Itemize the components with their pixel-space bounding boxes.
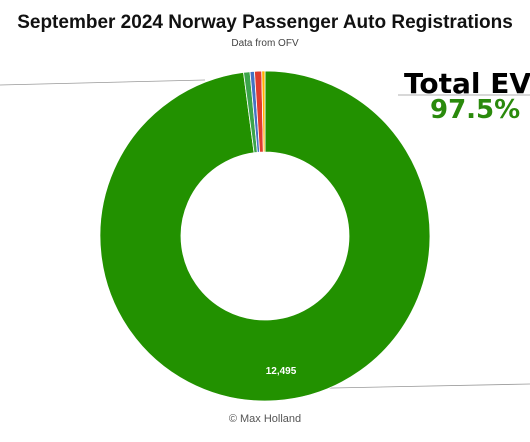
- chart-subtitle: Data from OFV: [231, 38, 299, 49]
- callout-label: Total EVs: [404, 69, 530, 99]
- callout-value: 97.5%: [430, 96, 521, 124]
- donut-slice-4: [261, 70, 266, 153]
- slice-data-label: 12,495: [266, 366, 297, 377]
- chart-title: September 2024 Norway Passenger Auto Reg…: [17, 12, 513, 33]
- credit-text: © Max Holland: [228, 413, 302, 425]
- donut-slice-0: [99, 70, 431, 402]
- leader-line-0: [0, 79, 206, 86]
